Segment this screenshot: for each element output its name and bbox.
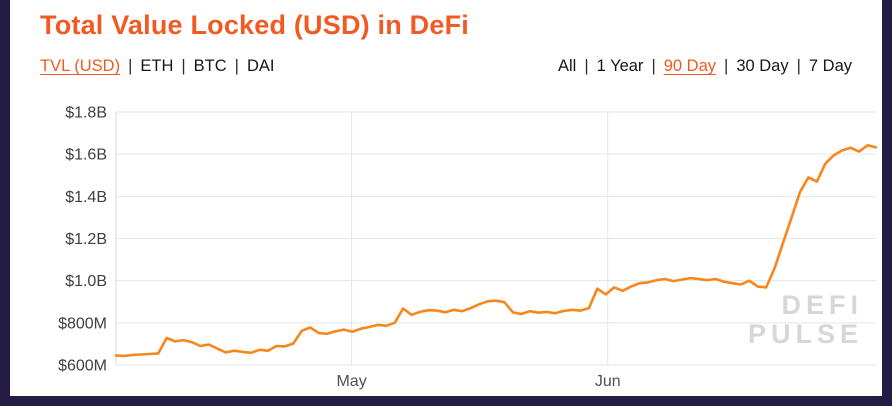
y-axis-tick-label: $1.8B xyxy=(65,105,107,122)
tvl-line-series xyxy=(114,143,878,358)
page-title: Total Value Locked (USD) in DeFi xyxy=(40,10,469,40)
denom-link-eth[interactable]: ETH xyxy=(140,57,174,75)
chart-area: $1.8B $1.6B $1.4B $1.2B $1.0B $800M $600M May Ju… xyxy=(10,90,882,390)
denomination-nav: TVL (USD) | ETH | BTC | DAI xyxy=(40,57,274,76)
separator: | xyxy=(234,57,239,75)
range-link-1-year[interactable]: 1 Year xyxy=(596,57,644,75)
denom-link-btc[interactable]: BTC xyxy=(193,57,227,75)
y-axis-tick-label: $1.6B xyxy=(65,147,107,164)
y-axis-tick-label: $600M xyxy=(58,358,107,375)
y-axis-tick-label: $1.0B xyxy=(65,273,107,290)
separator: | xyxy=(181,57,186,75)
separator: | xyxy=(584,57,589,75)
y-axis-tick-label: $1.4B xyxy=(65,189,107,206)
denom-link-dai[interactable]: DAI xyxy=(246,57,275,75)
x-axis-tick-label: May xyxy=(336,373,366,390)
chart-card: Total Value Locked (USD) in DeFi TVL (US… xyxy=(10,0,882,396)
separator: | xyxy=(128,57,133,75)
y-axis-tick-label: $800M xyxy=(58,315,107,332)
x-axis-tick-label: Jun xyxy=(595,373,621,390)
separator: | xyxy=(724,57,729,75)
range-nav: All | 1 Year | 90 Day | 30 Day | 7 Day xyxy=(558,57,852,76)
separator: | xyxy=(796,57,801,75)
separator: | xyxy=(651,57,656,75)
y-axis-tick-label: $1.2B xyxy=(65,231,107,248)
range-link-30-day[interactable]: 30 Day xyxy=(736,57,789,75)
watermark-line2: PULSE xyxy=(747,319,863,350)
range-link-90-day[interactable]: 90 Day xyxy=(663,57,717,75)
range-link-7-day[interactable]: 7 Day xyxy=(808,57,852,75)
nav-row: TVL (USD) | ETH | BTC | DAI All | 1 Year | 90 Day |… xyxy=(40,57,852,76)
tvl-line-chart[interactable]: $1.8B $1.6B $1.4B $1.2B $1.0B $800M $600M May Ju… xyxy=(10,90,882,390)
denom-link-tvl-usd[interactable]: TVL (USD) xyxy=(40,57,121,75)
watermark-line1: DEFI xyxy=(781,289,863,320)
defipulse-watermark: DEFI PULSE xyxy=(748,290,858,350)
range-link-all[interactable]: All xyxy=(557,57,577,75)
